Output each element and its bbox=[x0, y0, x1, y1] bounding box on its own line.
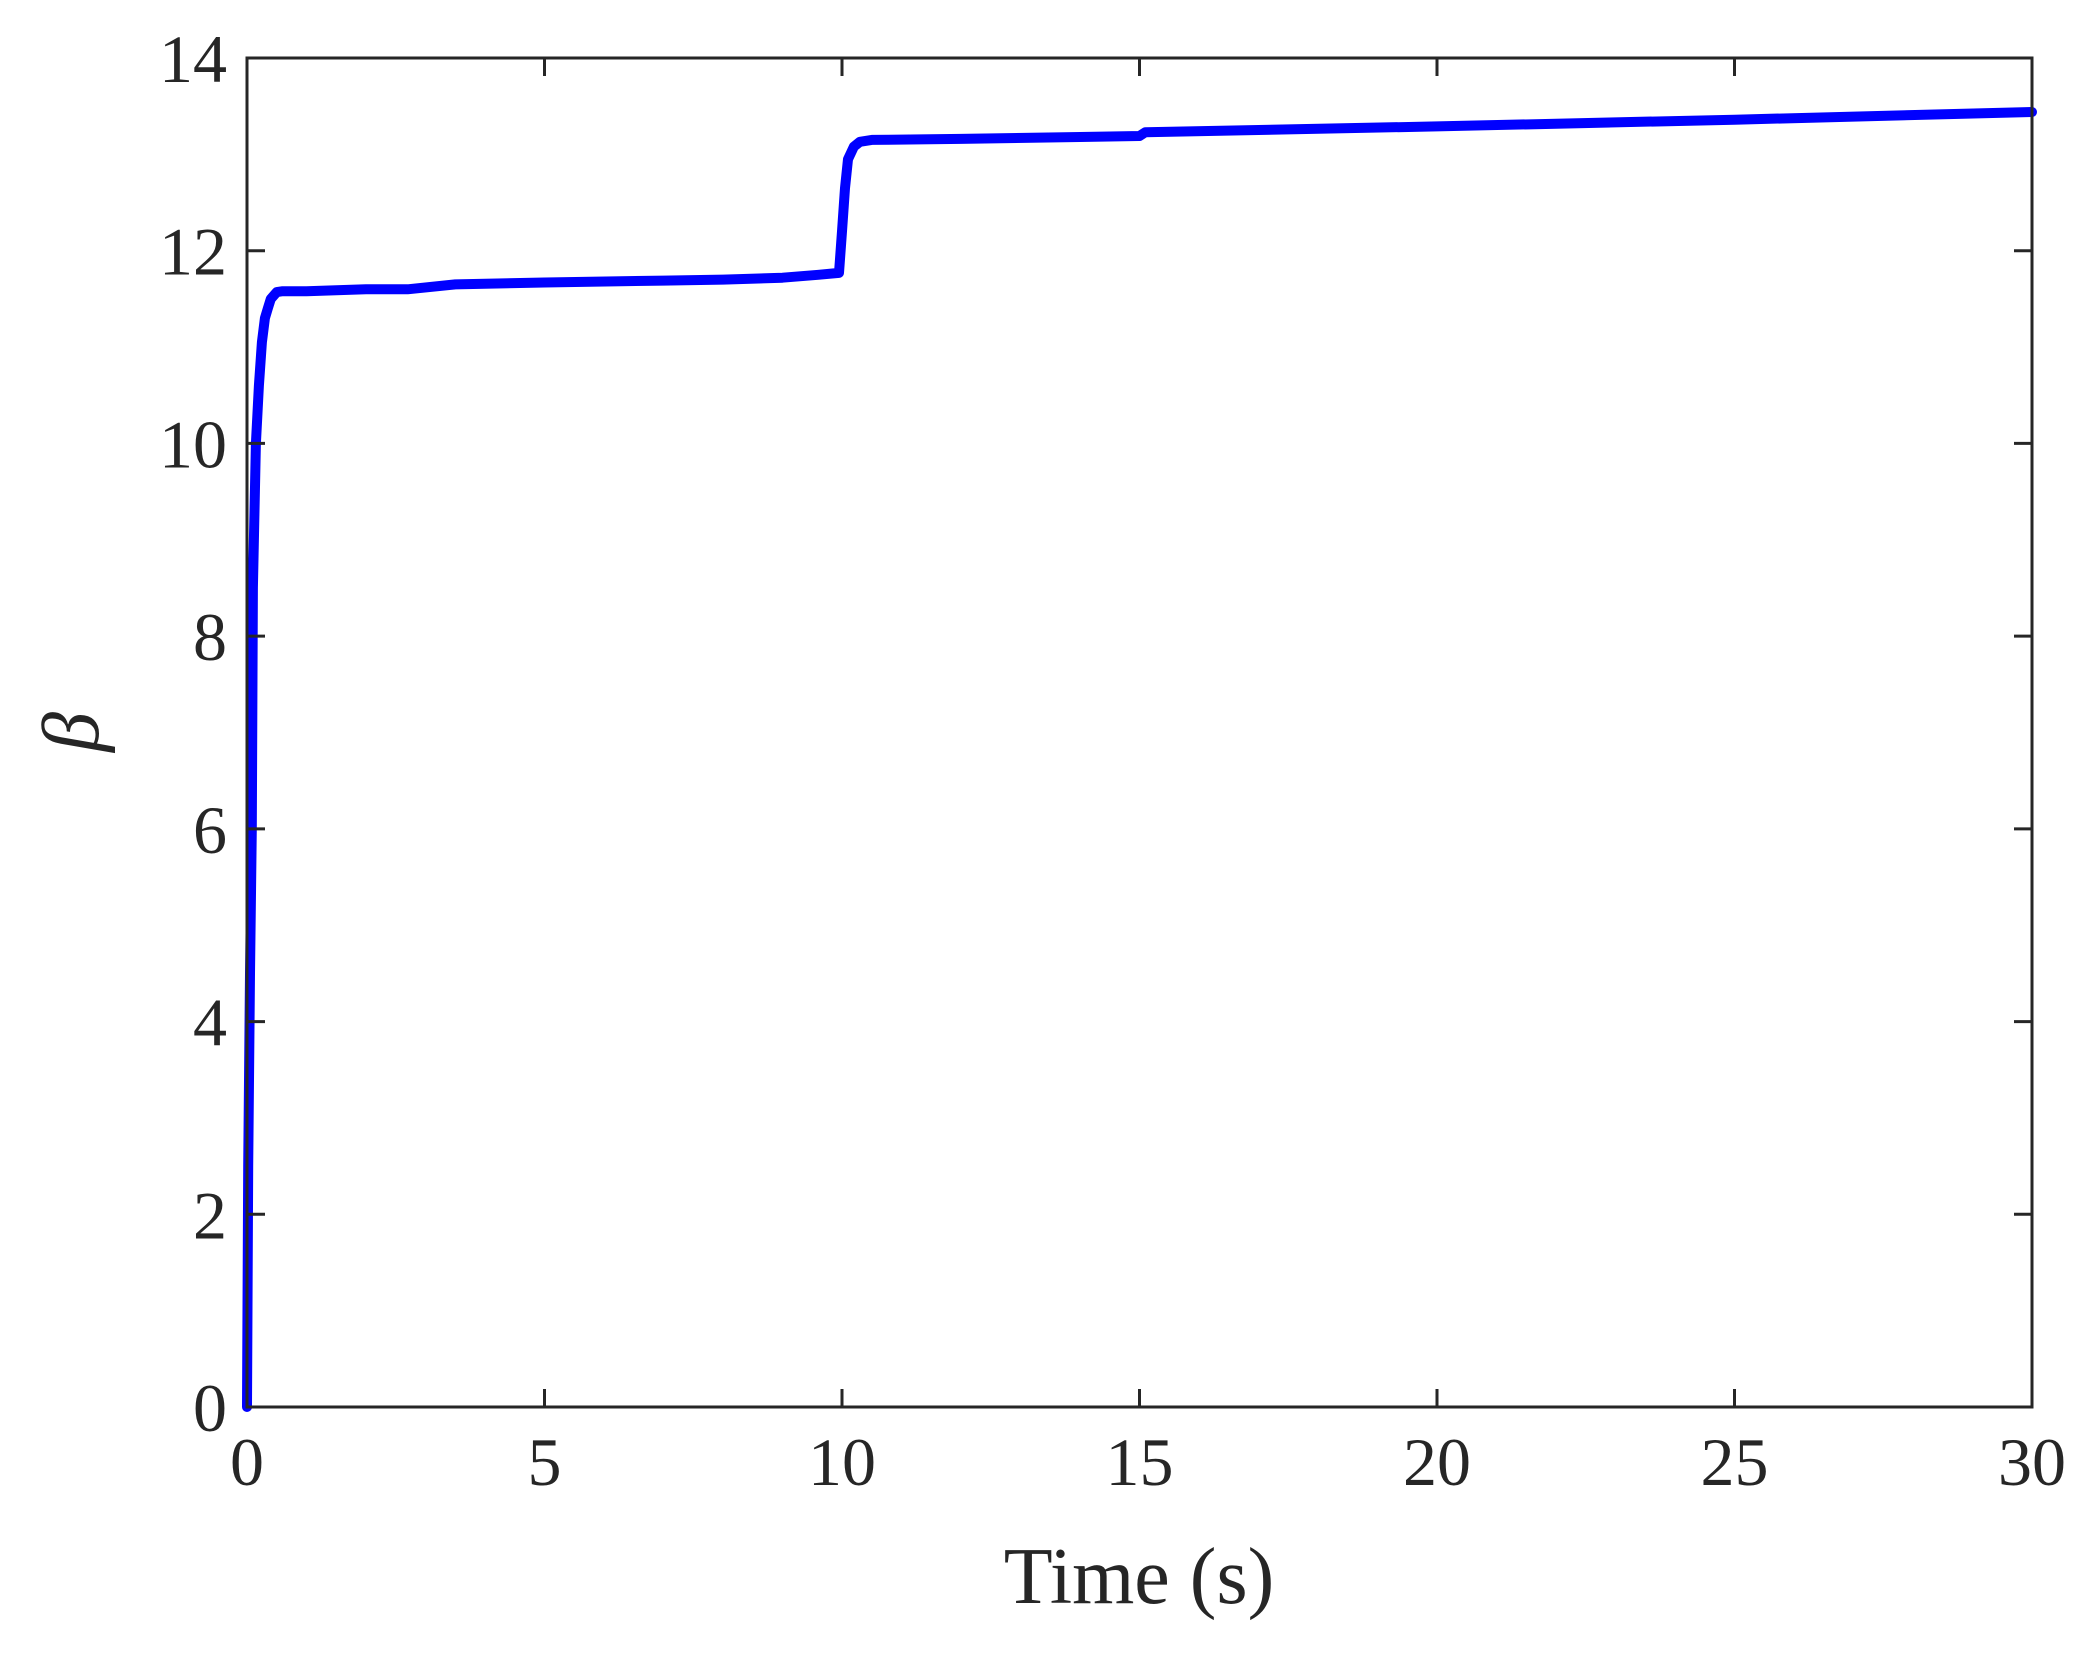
x-tick-label: 30 bbox=[1998, 1424, 2066, 1500]
y-axis-title: β bbox=[28, 712, 116, 754]
series-line-1 bbox=[242, 107, 2037, 1412]
x-tick-label: 0 bbox=[230, 1424, 264, 1500]
y-tick-label: 2 bbox=[193, 1177, 227, 1253]
x-axis-title: Time (s) bbox=[1004, 1533, 1274, 1621]
x-tick-label: 25 bbox=[1701, 1424, 1769, 1500]
tick-layer: 0 5 10 15 20 25 30 0 2 4 6 8 10 12 14 bbox=[159, 21, 2066, 1500]
plot-area bbox=[247, 58, 2032, 1407]
y-tick-label: 6 bbox=[193, 792, 227, 868]
y-tick-label: 8 bbox=[193, 599, 227, 675]
y-tick-label: 12 bbox=[159, 214, 227, 290]
y-tick-label: 10 bbox=[159, 406, 227, 482]
x-tick-label: 15 bbox=[1106, 1424, 1174, 1500]
x-tick-label: 5 bbox=[528, 1424, 562, 1500]
data-layer bbox=[242, 107, 2037, 1412]
x-tick-label: 20 bbox=[1403, 1424, 1471, 1500]
y-tick-label: 4 bbox=[193, 985, 227, 1061]
y-tick-label: 0 bbox=[193, 1370, 227, 1446]
x-tick-label: 10 bbox=[808, 1424, 876, 1500]
y-tick-label: 14 bbox=[159, 21, 227, 97]
